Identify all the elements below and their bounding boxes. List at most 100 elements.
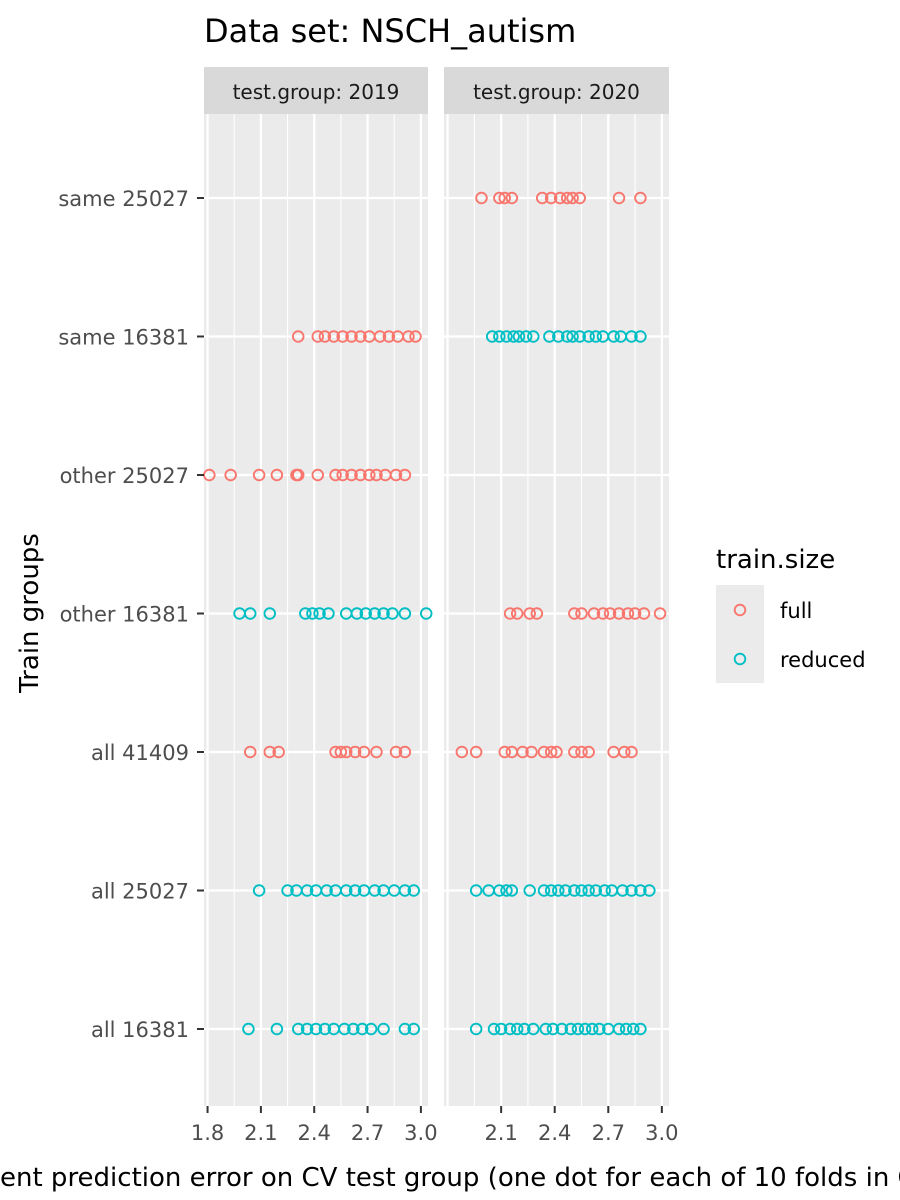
data-point [364,1022,378,1036]
data-point [539,1022,553,1036]
y-tick-label: other 16381 [60,603,189,627]
facet-strip-label: test.group: 2020 [473,80,640,104]
y-tick-label: all 16381 [91,1018,189,1042]
data-point [530,607,544,620]
facet-panel-2: test.group: 2020 2.1 2.4 2.7 3.0 [444,67,679,1145]
y-tick-label: same 16381 [58,326,189,350]
data-point [507,330,520,343]
x-tick-label: 3.0 [404,1121,437,1145]
data-point [339,884,353,897]
data-point [469,1022,483,1036]
data-point [252,468,266,482]
data-point [272,745,285,759]
data-point [350,607,364,620]
data-point [578,1022,592,1036]
x-tick-label: 2.4 [538,1121,571,1145]
data-point [469,745,483,759]
y-tick-label: same 25027 [58,187,189,211]
data-point [618,745,631,759]
data-point [291,1022,305,1036]
data-point [637,607,651,620]
data-point [469,884,483,897]
data-point [568,607,581,620]
data-point [564,1022,578,1036]
data-point [543,330,556,343]
data-point [493,884,506,897]
data-point [498,745,511,759]
data-point [612,1022,626,1036]
data-point [544,884,558,897]
data-point [555,1022,569,1036]
data-point [409,330,422,343]
legend-key [733,603,747,617]
legend-key [733,652,747,666]
data-point [559,884,572,897]
data-point [527,1022,540,1036]
data-point [386,607,399,620]
data-point [370,468,383,482]
data-point [363,468,376,482]
data-point [607,330,620,343]
data-point [643,884,656,897]
data-point [568,745,581,759]
legend-label: full [780,599,812,623]
data-point [291,330,305,343]
x-tick-label: 2.4 [298,1121,331,1145]
data-point [518,1022,531,1036]
data-point [398,468,412,482]
facet-strip-label: test.group: 2019 [233,80,400,104]
data-point [475,191,488,205]
data-point [593,1022,606,1036]
data-point [368,607,381,620]
data-point [621,607,635,620]
data-point [625,884,638,897]
x-axis-label: ent prediction error on CV test group (o… [0,1163,900,1193]
facet-panel-1: test.group: 2019 1.8 2.1 2.4 2.7 3.0 [191,67,438,1145]
data-point [300,1022,314,1036]
data-point [311,468,325,482]
data-point [560,191,574,205]
data-point [345,330,358,343]
data-point [407,884,421,897]
facet-strip [444,67,669,114]
data-point [589,330,603,343]
data-point [598,884,611,897]
data-point [252,884,266,897]
data-point [382,330,396,343]
data-point [322,607,335,620]
x-tick-label: 3.0 [645,1121,678,1145]
data-point [355,1022,369,1036]
data-point [505,884,519,897]
data-point [519,330,533,343]
data-point [568,884,581,897]
y-tick-label: all 25027 [91,880,189,904]
data-point [243,745,257,759]
data-point [455,745,469,759]
data-point [327,330,341,343]
data-point [552,884,565,897]
x-tick-label: 1.8 [191,1121,224,1145]
data-point [354,468,367,482]
data-point [348,884,362,897]
data-point [582,884,595,897]
data-point [318,1022,332,1036]
data-point [270,1022,284,1036]
data-point [553,191,567,205]
data-point [585,1022,599,1036]
data-point [516,745,529,759]
data-point [309,1022,323,1036]
x-tick-label: 2.7 [592,1121,625,1145]
y-axis-label: Train groups [15,533,45,694]
data-point [500,330,513,343]
data-point [338,1022,351,1036]
data-point [603,607,617,620]
data-point [575,884,588,897]
data-point [627,1022,640,1036]
data-point [368,884,381,897]
data-point [537,884,551,897]
data-point [357,745,371,759]
data-point [336,468,349,482]
data-point [300,884,314,897]
data-point [347,1022,360,1036]
